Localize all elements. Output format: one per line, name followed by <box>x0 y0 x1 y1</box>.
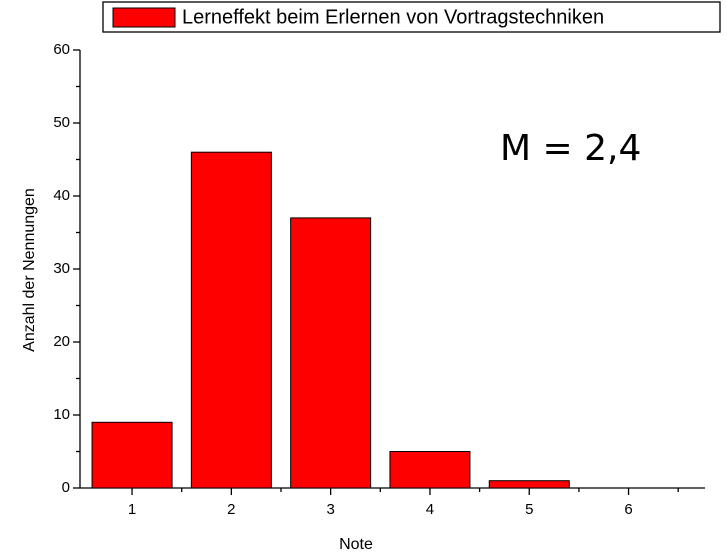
bar <box>190 151 272 489</box>
x-axis-label: Note <box>339 536 373 553</box>
bar <box>389 451 471 489</box>
y-axis-label: Anzahl der Nennungen <box>21 188 38 352</box>
y-tick-label: 20 <box>53 333 70 350</box>
bar <box>488 480 570 489</box>
x-tick-label: 3 <box>326 501 334 518</box>
x-tick-label: 5 <box>525 501 533 518</box>
legend-label: Lerneffekt beim Erlernen von Vortragstec… <box>182 6 604 28</box>
y-tick-label: 60 <box>53 41 70 58</box>
legend-box <box>102 1 721 33</box>
annotation: M = 2,4 <box>500 128 641 169</box>
y-tick-label: 50 <box>53 114 70 131</box>
y-tick-label: 40 <box>53 187 70 204</box>
legend-swatch <box>112 7 176 28</box>
bar <box>91 421 173 489</box>
y-tick-label: 10 <box>53 406 70 423</box>
bar <box>290 217 372 489</box>
x-tick-label: 6 <box>624 501 632 518</box>
y-tick-label: 30 <box>53 260 70 277</box>
x-tick-label: 4 <box>426 501 434 518</box>
x-tick-label: 1 <box>128 501 136 518</box>
y-tick-label: 0 <box>62 479 70 496</box>
x-tick-label: 2 <box>227 501 235 518</box>
